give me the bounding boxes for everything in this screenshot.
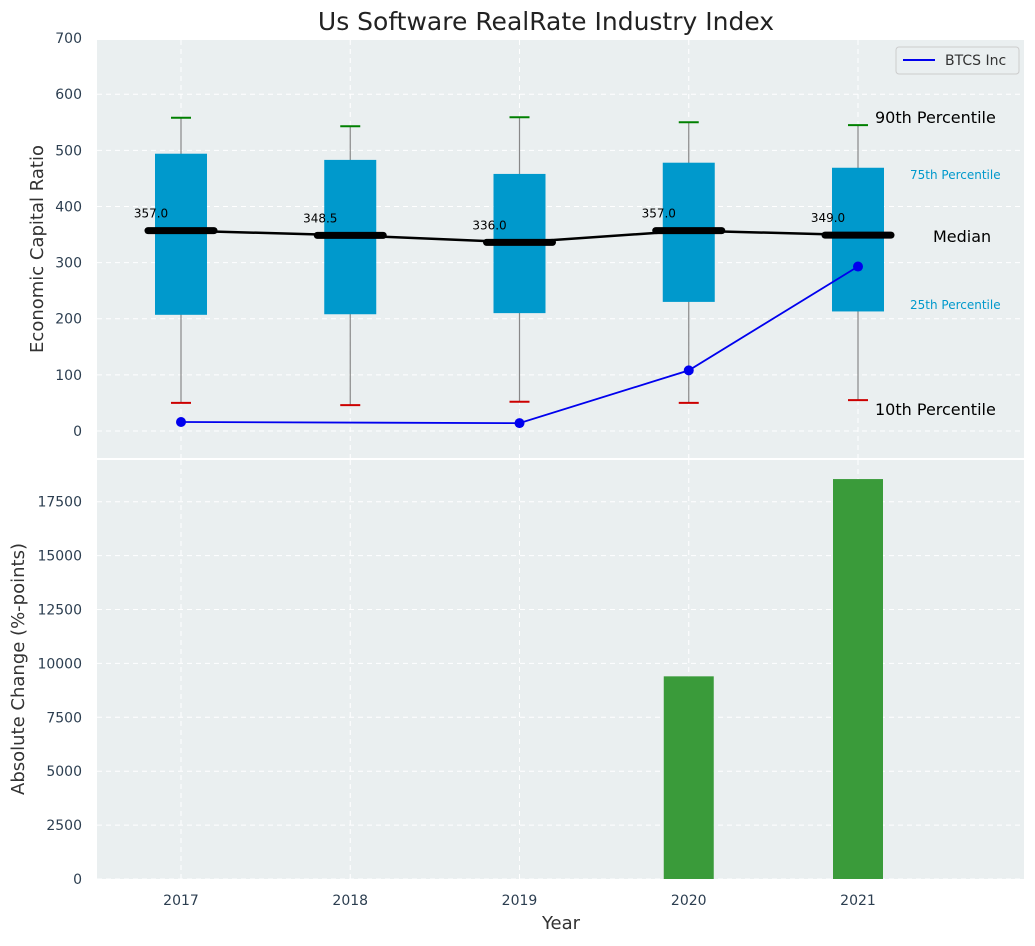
x-tick-label: 2018 [332, 893, 368, 909]
legend-label: BTCS Inc [945, 53, 1006, 69]
percentile-label-p90: 90th Percentile [875, 108, 996, 127]
chart-title: Us Software RealRate Industry Index [318, 7, 774, 36]
top-plot-background [97, 40, 1024, 458]
percentile-label-p10: 10th Percentile [875, 400, 996, 419]
x-tick-label: 2019 [502, 893, 538, 909]
series-point [176, 417, 186, 428]
legend-box [895, 46, 1020, 75]
series-point [683, 365, 694, 376]
series-polyline [180, 265, 859, 425]
bottom-y-axis-label: Absolute Change (%-points) [8, 543, 29, 795]
top-y-tick-label: 300 [55, 256, 82, 272]
percentile-label-p75: 75th Percentile [910, 168, 1001, 182]
top-y-tick-label: 500 [55, 143, 82, 159]
legend: BTCS Inc [895, 46, 1020, 75]
median-value-label: 357.0 [642, 207, 676, 221]
series-line [176, 261, 863, 429]
x-tick-label: 2020 [671, 893, 707, 909]
median-value-label: 348.5 [303, 211, 337, 225]
top-y-tick-label: 200 [55, 312, 82, 328]
bottom-y-tick-label: 17500 [37, 495, 82, 511]
top-y-tick-label: 100 [55, 368, 82, 384]
bottom-y-tick-label: 5000 [46, 764, 82, 780]
bottom-y-tick-label: 12500 [37, 603, 82, 619]
x-tick-label: 2021 [840, 893, 876, 909]
iqr-box [832, 167, 884, 312]
bottom-y-tick-label: 15000 [37, 549, 82, 565]
bottom-y-ticks: 0 2500 5000 7500 10000 12500 15000 17500 [37, 495, 82, 888]
percentile-label-p25: 25th Percentile [910, 298, 1001, 312]
median-value-label: 349.0 [811, 211, 845, 225]
x-ticks: 2017 2018 2019 2020 2021 [163, 893, 876, 909]
top-y-tick-label: 600 [55, 87, 82, 103]
bar [833, 479, 883, 879]
top-y-tick-label: 700 [55, 31, 82, 47]
series-point [514, 418, 525, 429]
series-point [853, 261, 863, 272]
bottom-plot-background [97, 460, 1024, 879]
iqr-box [155, 153, 207, 315]
bottom-y-tick-label: 2500 [46, 818, 82, 834]
top-y-axis-label: Economic Capital Ratio [27, 145, 48, 353]
bottom-y-tick-label: 7500 [46, 710, 82, 726]
median-labels: 357.0 348.5 336.0 357.0 349.0 [134, 207, 845, 233]
percentile-label-median: Median [933, 227, 991, 246]
bar [663, 676, 714, 879]
median-value-label: 357.0 [134, 207, 168, 221]
top-y-tick-label: 400 [55, 199, 82, 215]
median-trend-line [180, 229, 859, 244]
median-value-label: 336.0 [472, 218, 506, 232]
median-line [144, 227, 895, 246]
top-y-ticks: 0 100 200 300 400 500 600 700 [55, 31, 82, 440]
x-axis-label: Year [541, 913, 581, 934]
x-tick-label: 2017 [163, 893, 199, 909]
bottom-y-tick-label: 10000 [37, 656, 82, 672]
top-y-tick-label: 0 [73, 424, 82, 440]
bottom-y-tick-label: 0 [73, 872, 82, 888]
bars [663, 479, 883, 879]
